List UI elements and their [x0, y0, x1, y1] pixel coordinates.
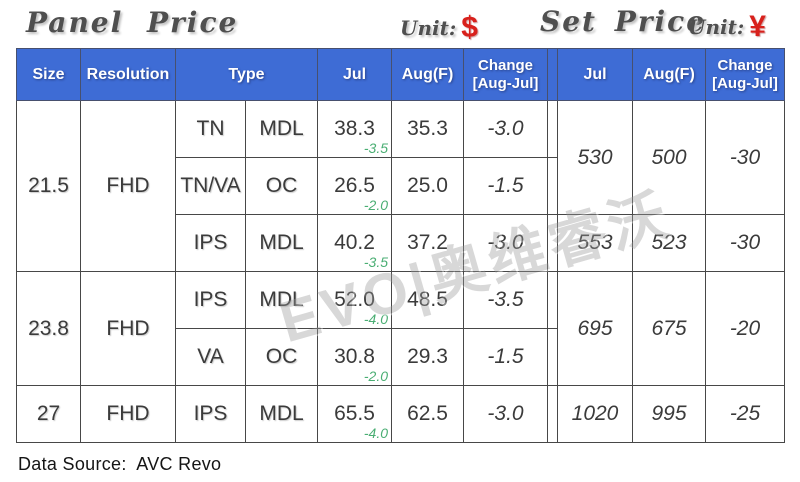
type-sub-cell: MDL: [245, 214, 318, 272]
panel-change-cell: -1.5: [463, 328, 548, 386]
panel-change-cell: -3.0: [463, 385, 548, 443]
panel-change-cell: -1.5: [463, 157, 548, 215]
header-panel-aug: Aug(F): [391, 48, 464, 101]
size-cell: 21.5: [16, 100, 81, 272]
size-cell: 23.8: [16, 271, 81, 386]
table-row: 23.8 FHD IPS MDL 52.0 -4.0 48.5 -3.5 695…: [16, 271, 785, 386]
panel-unit-label: Unit:: [400, 16, 457, 40]
table-divider: [547, 214, 558, 272]
data-source-label: Data Source: AVC Revo: [18, 454, 222, 474]
yen-symbol-icon: ¥: [749, 10, 766, 43]
table-divider: [547, 157, 558, 215]
panel-change-cell: -3.0: [463, 100, 548, 158]
set-jul-cell: 530: [557, 100, 633, 215]
type-cell: TN: [175, 100, 246, 158]
type-sub-cell: OC: [245, 328, 318, 386]
panel-jul-cell: 52.0 -4.0: [317, 271, 392, 329]
header-resolution: Resolution: [80, 48, 176, 101]
panel-jul-cell: 26.5 -2.0: [317, 157, 392, 215]
header-panel-jul: Jul: [317, 48, 392, 101]
set-jul-cell: 695: [557, 271, 633, 386]
panel-price-title: Panel Price: [26, 6, 239, 39]
set-aug-cell: 675: [632, 271, 706, 386]
set-price-title: Set Price: [540, 5, 707, 38]
table-row: 27 FHD IPS MDL 65.5 -4.0 62.5 -3.0 1020 …: [16, 385, 785, 443]
panel-change-cell: -3.5: [463, 271, 548, 329]
panel-jul-cell: 65.5 -4.0: [317, 385, 392, 443]
set-aug-cell: 995: [632, 385, 706, 443]
type-cell: TN/VA: [175, 157, 246, 215]
type-cell: IPS: [175, 214, 246, 272]
set-change-cell: -25: [705, 385, 785, 443]
resolution-cell: FHD: [80, 100, 176, 272]
type-sub-cell: OC: [245, 157, 318, 215]
panel-jul-cell: 30.8 -2.0: [317, 328, 392, 386]
table-divider: [547, 328, 558, 386]
set-change-cell: -20: [705, 271, 785, 386]
table-divider: [547, 385, 558, 443]
panel-aug-cell: 62.5: [391, 385, 464, 443]
set-change-cell: -30: [705, 100, 785, 215]
table-row: TN/VA OC 26.5 -2.0 25.0 -1.5: [17, 157, 785, 215]
set-jul-cell: 1020: [557, 385, 633, 443]
panel-change-cell: -3.0: [463, 214, 548, 272]
jul-change-note: -2.0: [363, 197, 388, 213]
header-panel-change: Change [Aug-Jul]: [463, 48, 548, 101]
panel-jul-cell: 40.2 -3.5: [317, 214, 392, 272]
set-jul-cell: 553: [557, 214, 633, 272]
table-divider: [547, 100, 558, 158]
table-divider: [547, 271, 558, 329]
resolution-cell: FHD: [80, 385, 176, 443]
price-table: Size Resolution Type Jul Aug(F) Change […: [16, 48, 785, 443]
type-sub-cell: MDL: [245, 385, 318, 443]
type-cell: IPS: [175, 271, 246, 329]
size-cell: 27: [16, 385, 81, 443]
header-row: Size Resolution Type Jul Aug(F) Change […: [16, 48, 785, 101]
panel-aug-cell: 25.0: [391, 157, 464, 215]
resolution-cell: FHD: [80, 271, 176, 386]
panel-aug-cell: 37.2: [391, 214, 464, 272]
set-unit: Unit: ¥: [688, 12, 766, 42]
header-set-jul: Jul: [557, 48, 633, 101]
panel-aug-cell: 48.5: [391, 271, 464, 329]
set-aug-cell: 500: [632, 100, 706, 215]
jul-change-note: -4.0: [363, 311, 388, 327]
jul-change-note: -3.5: [363, 254, 388, 270]
type-cell: IPS: [175, 385, 246, 443]
header-set-aug: Aug(F): [632, 48, 706, 101]
header-size: Size: [16, 48, 81, 101]
type-cell: VA: [175, 328, 246, 386]
panel-unit: Unit: $: [400, 13, 478, 43]
dollar-symbol-icon: $: [461, 11, 478, 44]
type-sub-cell: MDL: [245, 100, 318, 158]
set-aug-cell: 523: [632, 214, 706, 272]
set-unit-label: Unit:: [688, 15, 745, 39]
set-change-cell: -30: [705, 214, 785, 272]
panel-aug-cell: 35.3: [391, 100, 464, 158]
table-row: VA OC 30.8 -2.0 29.3 -1.5: [17, 328, 785, 386]
table-divider: [547, 48, 558, 101]
header-set-change: Change [Aug-Jul]: [705, 48, 785, 101]
type-sub-cell: MDL: [245, 271, 318, 329]
jul-change-note: -2.0: [363, 368, 388, 384]
jul-change-note: -4.0: [363, 425, 388, 441]
header-type: Type: [175, 48, 318, 101]
panel-aug-cell: 29.3: [391, 328, 464, 386]
table-row: 21.5 FHD TN MDL 38.3 -3.5 35.3 -3.0 530 …: [16, 100, 785, 272]
panel-jul-cell: 38.3 -3.5: [317, 100, 392, 158]
jul-change-note: -3.5: [363, 140, 388, 156]
